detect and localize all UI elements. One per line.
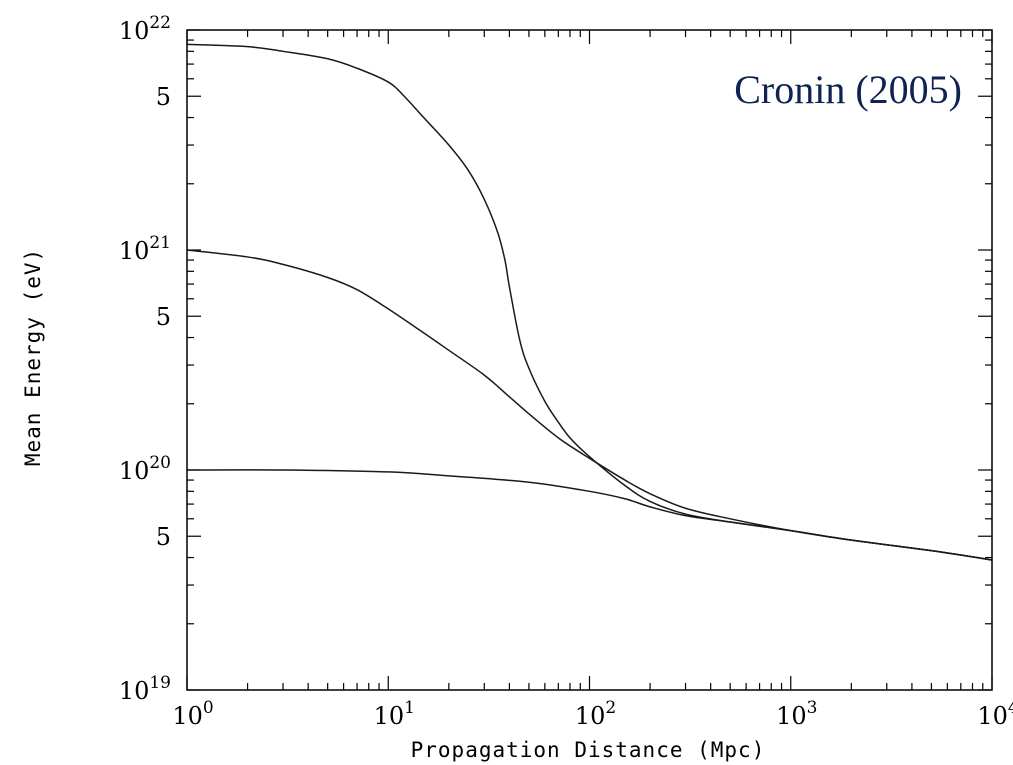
y-tick-label-base: 10 bbox=[119, 457, 150, 485]
x-tick-label-base: 10 bbox=[374, 702, 405, 730]
x-tick-label-base: 10 bbox=[172, 702, 203, 730]
x-axis-title: Propagation Distance (Mpc) bbox=[411, 738, 766, 762]
x-tick-label-exponent: 0 bbox=[203, 698, 214, 718]
y-tick-label: 1022 bbox=[119, 13, 171, 45]
y-tick-label-base: 10 bbox=[119, 237, 150, 265]
x-tick-label-base: 10 bbox=[575, 702, 606, 730]
y-tick-label-exponent: 22 bbox=[149, 13, 171, 33]
x-tick-label: 102 bbox=[575, 698, 616, 730]
x-tick-label: 101 bbox=[374, 698, 415, 730]
y-tick-label-exponent: 20 bbox=[149, 453, 171, 473]
series-group bbox=[186, 43, 993, 561]
annotation: Cronin (2005) bbox=[734, 67, 962, 112]
y-axis-title: Mean Energy (eV) bbox=[21, 248, 45, 466]
x-tick-label: 104 bbox=[977, 698, 1013, 730]
y-tick-label: 5 bbox=[156, 303, 171, 331]
tick-labels: 1001011021031041019510205102151022 bbox=[119, 13, 1013, 730]
series-line-1 bbox=[186, 43, 993, 561]
x-tick-label: 103 bbox=[776, 698, 817, 730]
y-tick-label: 1021 bbox=[119, 233, 171, 265]
y-tick-label-exponent: 19 bbox=[149, 673, 171, 693]
y-tick-label: 1019 bbox=[119, 673, 171, 705]
y-tick-label: 1020 bbox=[119, 453, 171, 485]
y-tick-label: 5 bbox=[156, 83, 171, 111]
x-tick-label-exponent: 4 bbox=[1008, 698, 1013, 718]
y-tick-label-base: 10 bbox=[119, 677, 150, 705]
x-tick-label-base: 10 bbox=[977, 702, 1008, 730]
y-tick-label: 5 bbox=[156, 523, 171, 551]
y-tick-label-exponent: 21 bbox=[149, 233, 171, 253]
x-tick-label-exponent: 2 bbox=[605, 698, 616, 718]
x-tick-label-exponent: 3 bbox=[807, 698, 818, 718]
series-line-3 bbox=[186, 469, 993, 561]
plot-frame bbox=[186, 29, 993, 691]
x-tick-label-base: 10 bbox=[776, 702, 807, 730]
y-tick-label-base: 10 bbox=[119, 17, 150, 45]
x-tick-label-exponent: 1 bbox=[404, 698, 415, 718]
axis-ticks bbox=[186, 29, 993, 691]
series-line-2 bbox=[186, 249, 993, 561]
x-tick-label: 100 bbox=[172, 698, 213, 730]
